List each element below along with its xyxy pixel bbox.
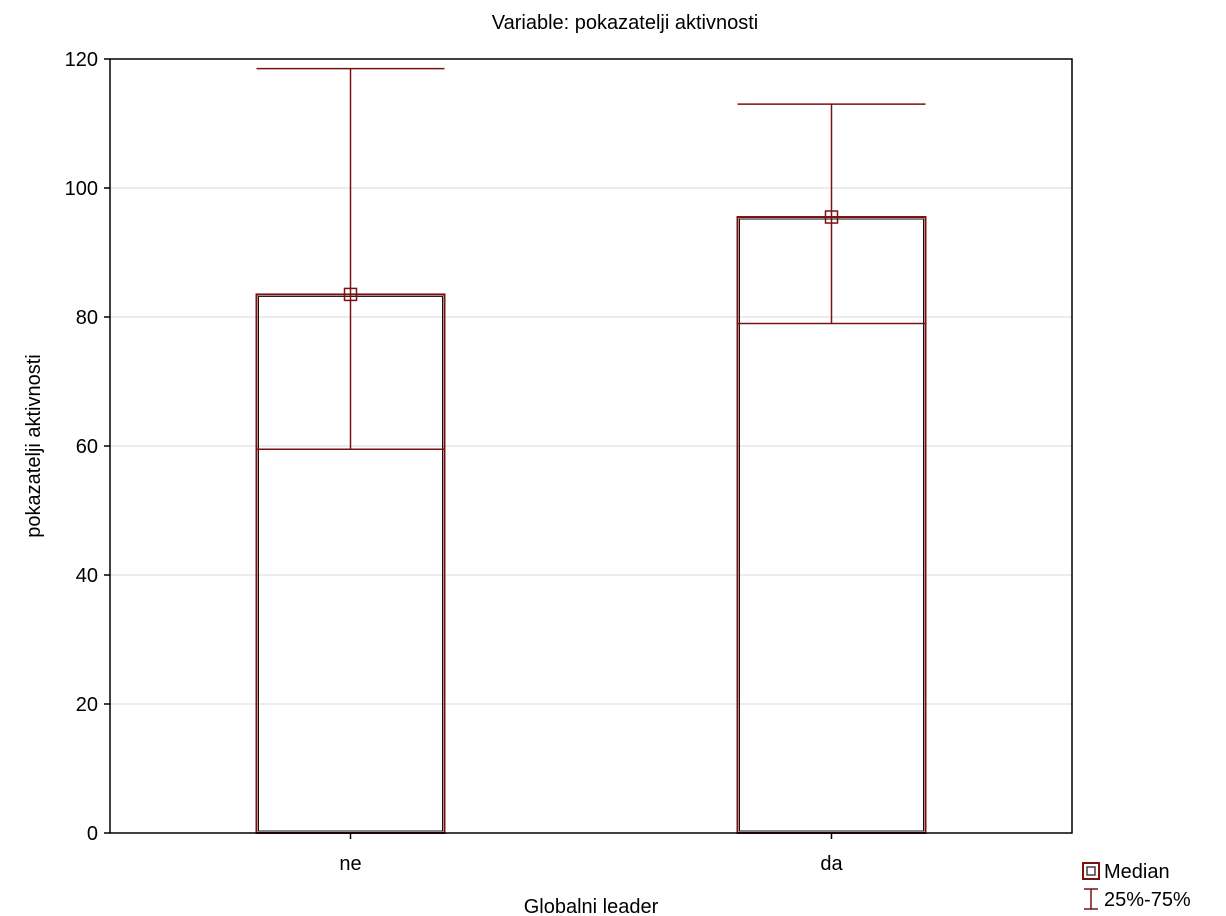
legend-median-icon-inner <box>1086 866 1096 876</box>
box-da <box>736 103 927 834</box>
y-tick-label: 60 <box>76 436 98 458</box>
boxes <box>255 67 927 834</box>
y-tick-label: 100 <box>65 178 98 200</box>
x-tick-label: ne <box>339 853 361 875</box>
legend-median-label: Median <box>1104 861 1170 883</box>
x-axis-label: Globalni leader <box>524 896 659 916</box>
y-tick-label: 80 <box>76 307 98 329</box>
x-axis-ticks: ne da <box>339 833 843 875</box>
box-ne <box>255 67 446 834</box>
legend-median-icon <box>1082 862 1100 880</box>
x-tick-label: da <box>820 853 843 875</box>
chart-title: Variable: pokazatelji aktivnosti <box>492 12 758 34</box>
legend: Median 25%-75% <box>1082 861 1191 911</box>
y-axis-ticks: 0 20 40 60 80 100 120 <box>65 49 110 845</box>
legend-range-label: 25%-75% <box>1104 889 1191 911</box>
gridlines <box>110 187 1072 705</box>
y-tick-label: 20 <box>76 694 98 716</box>
y-tick-label: 40 <box>76 565 98 587</box>
y-tick-label: 0 <box>87 823 98 845</box>
legend-item-median: Median <box>1082 861 1170 883</box>
y-axis-label: pokazatelji aktivnosti <box>23 354 45 537</box>
legend-item-range: 25%-75% <box>1084 888 1191 911</box>
y-tick-label: 120 <box>65 49 98 71</box>
